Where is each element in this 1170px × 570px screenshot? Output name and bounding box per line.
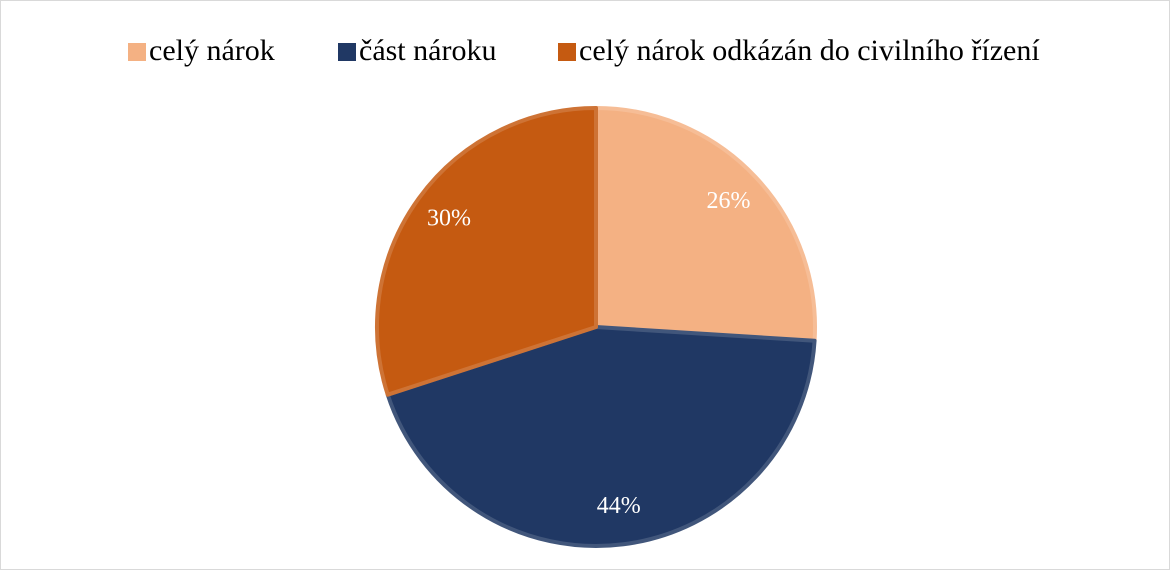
pie-slice (385, 325, 817, 548)
legend-label: část nároku (359, 34, 496, 67)
legend-swatch (558, 43, 576, 61)
legend-swatch (128, 43, 146, 61)
data-label: 26% (707, 188, 751, 214)
pie-slice (594, 106, 817, 343)
legend-swatch (338, 43, 356, 61)
data-label: 30% (427, 206, 471, 232)
pie-slice (375, 106, 598, 397)
legend-label: celý nárok odkázán do civilního řízení (579, 34, 1040, 67)
legend-label: celý nárok (149, 34, 275, 67)
data-label: 44% (597, 493, 641, 519)
